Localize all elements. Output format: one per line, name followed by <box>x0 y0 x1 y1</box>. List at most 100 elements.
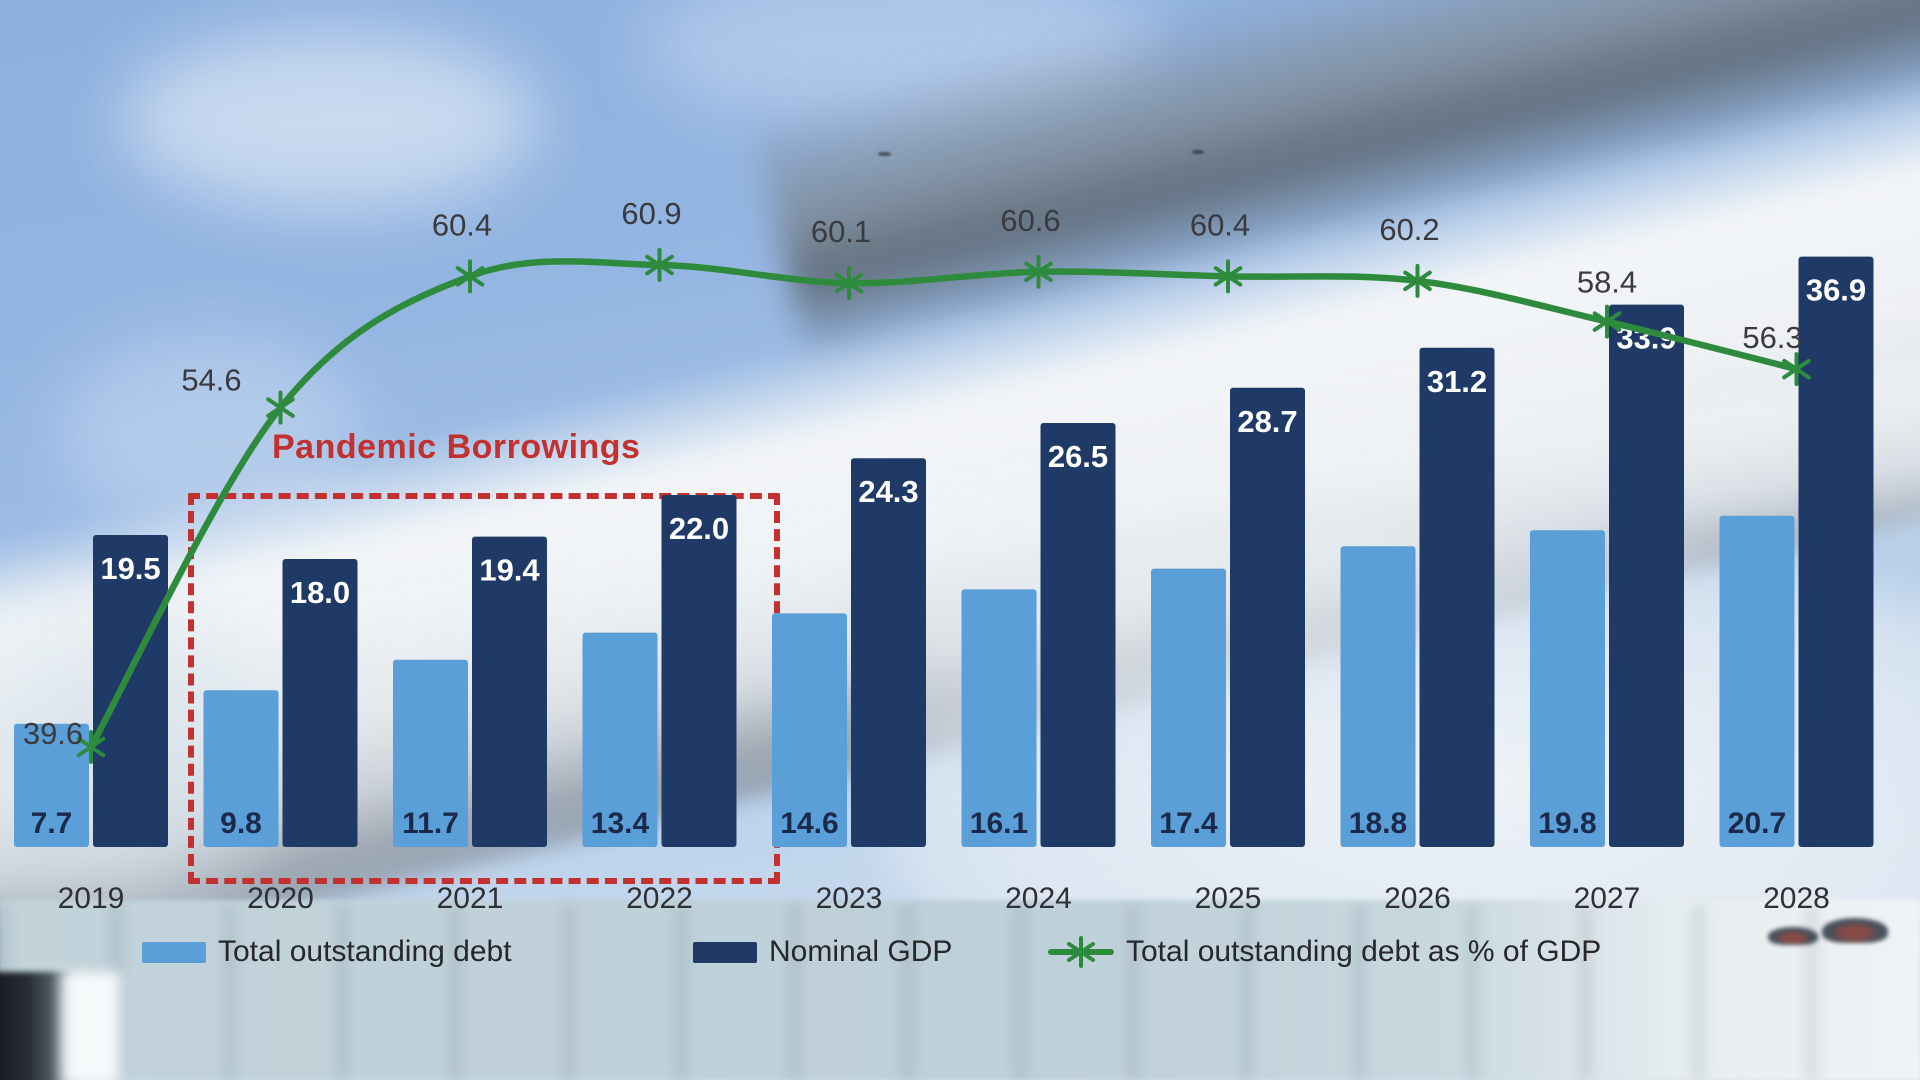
legend-label-gdp: Nominal GDP <box>769 935 953 968</box>
line-marker <box>645 254 674 276</box>
line-marker <box>76 736 106 758</box>
line-marker <box>834 272 864 294</box>
bar-gdp-value-2026: 31.2 <box>1427 364 1487 399</box>
bar-debt-2021 <box>393 659 468 847</box>
bar-debt-value-2020: 9.8 <box>220 807 262 840</box>
bar-gdp-value-2024: 26.5 <box>1048 439 1108 474</box>
line-value-label-2022: 60.9 <box>621 196 681 231</box>
legend-swatch-debt <box>142 941 206 963</box>
line-value-label-2020: 54.6 <box>181 363 241 398</box>
light-corner-strip <box>62 972 120 1080</box>
x-axis-label-2023: 2023 <box>816 882 883 915</box>
legend-label-pct-gdp: Total outstanding debt as % of GDP <box>1126 935 1602 968</box>
line-marker-icon <box>1067 936 1095 968</box>
building-colonnade <box>0 900 1920 1080</box>
bar-gdp-2026 <box>1419 347 1495 847</box>
background-haze <box>0 560 300 980</box>
building-columns <box>0 905 1920 1080</box>
x-axis-label-2024: 2024 <box>1005 882 1072 915</box>
bar-debt-value-2028: 20.7 <box>1728 807 1786 840</box>
line-marker <box>76 736 106 758</box>
bar-gdp-value-2027: 33.9 <box>1616 321 1676 356</box>
line-marker <box>1024 261 1053 283</box>
building-roof-edge <box>749 0 1920 366</box>
legend-item-debt: Total outstanding debt <box>142 926 512 978</box>
line-marker <box>266 397 295 418</box>
x-axis-label-2027: 2027 <box>1574 882 1641 915</box>
line-value-label-2028: 56.3 <box>1742 320 1802 355</box>
line-value-label-2019: 39.6 <box>23 716 83 751</box>
bar-gdp-value-2028: 36.9 <box>1806 273 1866 308</box>
building-wall-area <box>880 540 1920 1020</box>
dark-corner-shape <box>0 972 76 1080</box>
line-value-label-2023: 60.1 <box>811 214 871 249</box>
cloud-shape <box>60 330 360 530</box>
line-marker <box>455 266 485 287</box>
legend-swatch-gdp <box>693 941 757 963</box>
cloud-shape <box>120 30 540 210</box>
bar-debt-value-2022: 13.4 <box>591 807 650 840</box>
bar-gdp-value-2019: 19.5 <box>100 551 160 586</box>
line-marker <box>1213 266 1243 287</box>
legend-item-gdp: Nominal GDP <box>693 926 952 978</box>
bird-speck <box>1192 150 1204 154</box>
line-marker <box>1592 311 1622 332</box>
bar-gdp-2028 <box>1798 256 1874 848</box>
bar-debt-2022 <box>582 632 658 847</box>
legend-label-debt: Total outstanding debt <box>218 935 512 968</box>
bar-debt-2020 <box>203 690 279 847</box>
line-marker <box>1213 266 1243 287</box>
building-facade-band <box>0 31 1920 999</box>
bar-gdp-value-2022: 22.0 <box>669 511 729 546</box>
x-axis-label-2025: 2025 <box>1195 882 1262 915</box>
line-value-label-2025: 60.4 <box>1190 207 1250 242</box>
line-value-label-2027: 58.4 <box>1577 265 1637 300</box>
line-marker <box>645 254 674 276</box>
line-value-label-2026: 60.2 <box>1379 212 1439 247</box>
bar-gdp-2020 <box>282 559 358 847</box>
bar-debt-2028 <box>1719 515 1795 847</box>
line-marker <box>1782 358 1811 380</box>
bar-gdp-2021 <box>472 536 547 847</box>
bar-gdp-value-2020: 18.0 <box>290 575 350 610</box>
bar-debt-value-2023: 14.6 <box>780 807 838 840</box>
bar-gdp-value-2021: 19.4 <box>479 553 540 588</box>
line-marker <box>1024 261 1053 283</box>
x-axis-label-2028: 2028 <box>1763 882 1830 915</box>
line-marker <box>1403 270 1432 292</box>
line-marker <box>1403 270 1432 292</box>
pandemic-borrowings-label: Pandemic Borrowings <box>272 428 641 466</box>
line-marker <box>834 272 864 294</box>
background-object <box>1768 927 1818 945</box>
chart-legend: Total outstanding debt Nominal GDP Total… <box>0 926 1920 978</box>
x-axis-label-2020: 2020 <box>247 882 314 915</box>
bar-debt-value-2021: 11.7 <box>402 807 459 840</box>
bar-gdp-value-2023: 24.3 <box>858 474 918 509</box>
bar-gdp-2025 <box>1230 387 1305 847</box>
x-axis-label-2022: 2022 <box>626 882 693 915</box>
bar-debt-value-2025: 17.4 <box>1159 807 1218 840</box>
pandemic-borrowings-highlight-box <box>188 493 780 884</box>
bar-debt-2024 <box>961 589 1037 847</box>
bar-gdp-2023 <box>851 458 926 847</box>
bar-gdp-2019 <box>93 535 168 847</box>
line-value-label-2024: 60.6 <box>1000 203 1060 238</box>
bar-debt-value-2019: 7.7 <box>31 807 73 840</box>
x-axis-label-2021: 2021 <box>437 882 504 915</box>
bar-debt-2025 <box>1151 568 1226 847</box>
line-marker <box>266 397 295 418</box>
bar-debt-2027 <box>1530 530 1605 847</box>
x-axis-label-2019: 2019 <box>58 882 125 915</box>
bird-speck <box>878 152 891 156</box>
bar-gdp-2022 <box>661 495 737 847</box>
line-value-label-2021: 60.4 <box>432 207 492 242</box>
building-facade-band <box>0 274 1920 826</box>
cloud-shape <box>640 0 1160 130</box>
bar-debt-2023 <box>772 613 847 847</box>
background-object <box>1822 918 1888 943</box>
x-axis-label-2026: 2026 <box>1384 882 1451 915</box>
bar-gdp-value-2025: 28.7 <box>1237 404 1297 439</box>
